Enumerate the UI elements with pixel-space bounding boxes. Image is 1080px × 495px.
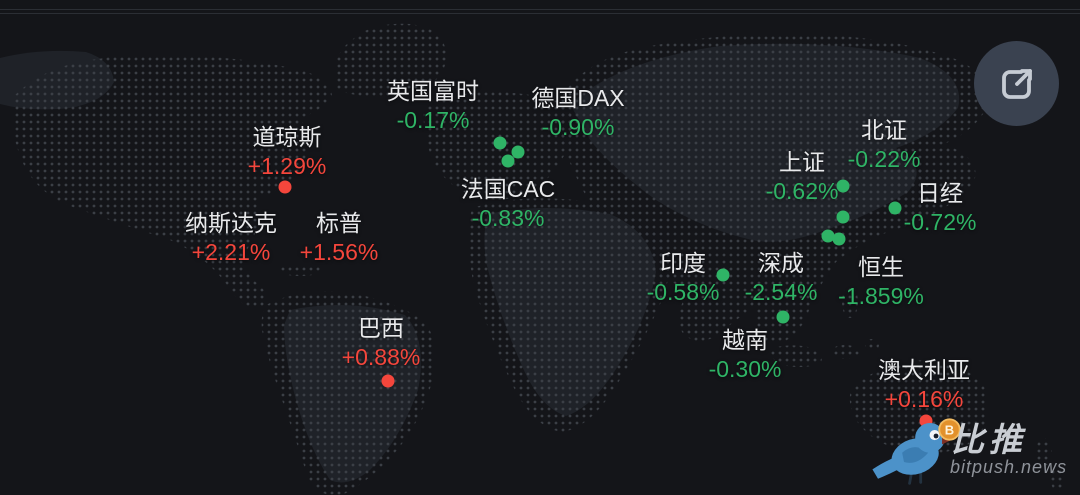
market-beijing: 北证 -0.22% xyxy=(848,116,921,174)
market-value: -2.54% xyxy=(744,279,818,305)
market-dot xyxy=(501,154,515,168)
external-link-button[interactable] xyxy=(974,41,1059,126)
market-hangseng: 恒生 -1.859% xyxy=(838,253,924,311)
top-separator xyxy=(0,13,1080,14)
market-vietnam: 越南 -0.30% xyxy=(709,326,782,384)
market-dax: 德国DAX -0.90% xyxy=(531,84,624,142)
top-separator xyxy=(0,9,1080,10)
continent-africa xyxy=(468,198,669,432)
market-value: -0.83% xyxy=(471,205,545,231)
market-name: 印度 xyxy=(660,250,706,276)
market-value: -0.22% xyxy=(847,146,921,172)
market-name: 巴西 xyxy=(358,315,404,341)
market-dot xyxy=(716,268,730,282)
market-name: 上证 xyxy=(779,149,825,175)
continent-south-america xyxy=(261,291,435,495)
market-name: 澳大利亚 xyxy=(878,357,970,383)
market-dot xyxy=(493,136,507,150)
market-dot xyxy=(381,374,395,388)
continent-north-america xyxy=(11,54,332,309)
market-name: 德国DAX xyxy=(531,85,625,111)
market-sp500: 标普 +1.56% xyxy=(300,209,379,267)
market-australia: 澳大利亚 +0.16% xyxy=(878,356,970,414)
market-name: 纳斯达克 xyxy=(185,210,277,236)
market-name: 英国富时 xyxy=(387,78,479,104)
market-value: -1.859% xyxy=(838,283,924,309)
islands-japan xyxy=(892,159,932,221)
market-value: -0.17% xyxy=(396,107,470,133)
market-value: -0.90% xyxy=(541,114,615,140)
market-dot xyxy=(511,145,525,159)
market-shanghai: 上证 -0.62% xyxy=(766,148,839,206)
market-dot xyxy=(278,180,292,194)
market-name: 深成 xyxy=(758,250,804,276)
market-cac: 法国CAC -0.83% xyxy=(461,175,556,233)
market-name: 道琼斯 xyxy=(252,124,322,150)
islands-new-zealand xyxy=(1036,438,1052,466)
market-value: +2.21% xyxy=(191,239,271,265)
market-dot xyxy=(836,210,850,224)
market-dot xyxy=(832,232,846,246)
market-dot xyxy=(888,201,902,215)
market-value: -0.58% xyxy=(646,279,720,305)
market-name: 日经 xyxy=(917,180,963,206)
market-name: 法国CAC xyxy=(460,176,556,202)
market-value: +1.56% xyxy=(299,239,379,265)
external-link-icon xyxy=(1001,68,1032,99)
market-dot xyxy=(776,310,790,324)
market-india: 印度 -0.58% xyxy=(647,249,720,307)
market-value: -0.30% xyxy=(708,356,782,382)
market-name: 北证 xyxy=(861,117,907,143)
islands-philippines xyxy=(842,286,858,318)
market-value: +0.16% xyxy=(884,386,964,412)
market-value: -0.72% xyxy=(903,209,977,235)
market-value: +0.88% xyxy=(341,344,421,370)
market-ftse: 英国富时 -0.17% xyxy=(387,77,479,135)
market-value: -0.62% xyxy=(765,178,839,204)
market-name: 标普 xyxy=(316,210,362,236)
market-name: 恒生 xyxy=(857,254,904,280)
islands-indonesia xyxy=(766,345,822,367)
market-dot xyxy=(821,229,835,243)
continent-greenland xyxy=(334,23,447,97)
continent-asia xyxy=(560,33,989,345)
market-nikkei: 日经 -0.72% xyxy=(904,179,977,237)
market-brazil: 巴西 +0.88% xyxy=(342,314,421,372)
market-shenzhen: 深成 -2.54% xyxy=(745,249,818,307)
market-name: 越南 xyxy=(722,327,768,353)
market-nasdaq: 纳斯达克 +2.21% xyxy=(185,209,277,267)
market-dow-jones: 道琼斯 +1.29% xyxy=(248,123,327,181)
market-dot xyxy=(836,179,850,193)
market-value: +1.29% xyxy=(247,153,327,179)
